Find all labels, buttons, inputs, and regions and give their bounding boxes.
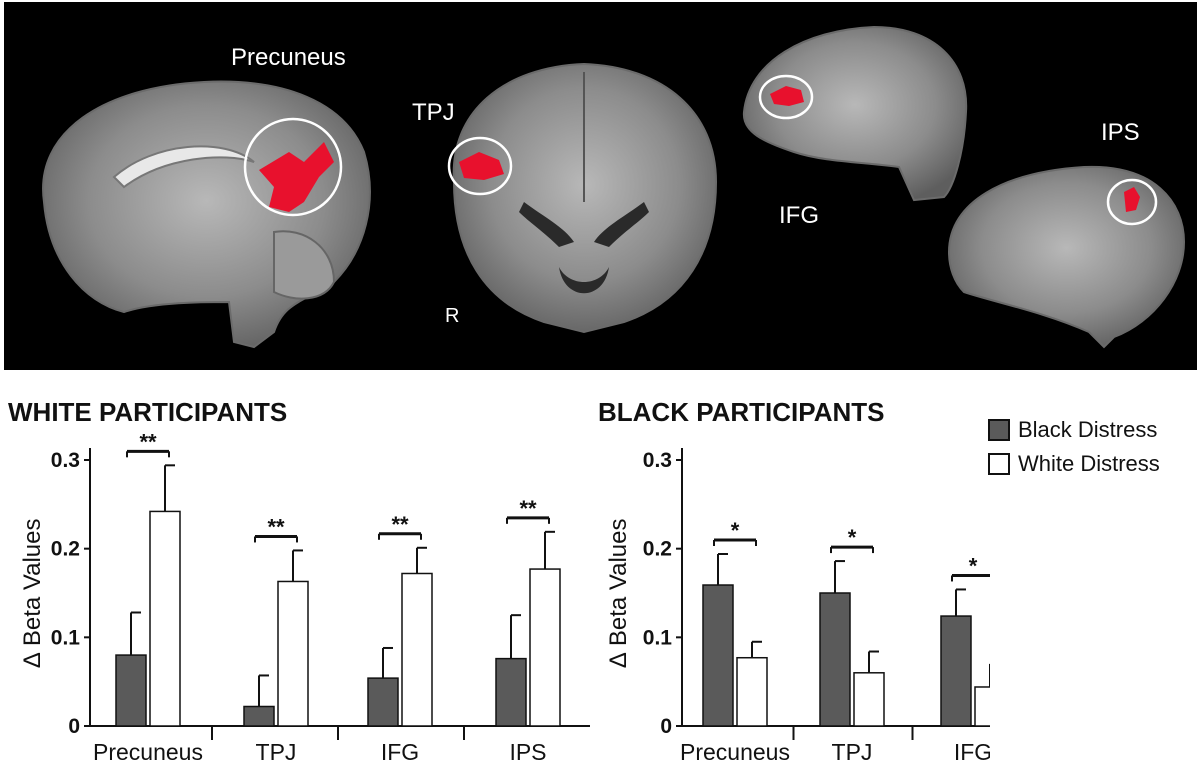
bar-black-distress	[702, 584, 734, 727]
y-tick-label: 0.2	[643, 538, 672, 561]
category-label: IPS	[509, 739, 546, 765]
precuneus-label: Precuneus	[231, 44, 346, 71]
significance-label: **	[391, 512, 409, 537]
category-label: IFG	[381, 739, 419, 765]
bar-black-distress	[495, 657, 527, 727]
coronal-brain-middle	[447, 62, 718, 334]
bar-white-distress	[277, 580, 309, 727]
y-tick-label: 0	[660, 715, 672, 738]
significance-label: *	[969, 553, 978, 578]
legend: Black Distress White Distress	[988, 413, 1193, 481]
significance-label: **	[267, 514, 285, 539]
brain-image-panel: Precuneus TPJ R IFG IPS	[4, 2, 1197, 370]
significance-label: **	[139, 430, 157, 454]
y-tick-label: 0.2	[51, 538, 80, 561]
bar-white-distress	[974, 686, 990, 727]
bar-black-distress	[115, 654, 147, 727]
legend-label-black-distress: Black Distress	[1018, 417, 1158, 442]
significance-label: *	[731, 518, 740, 543]
bar-white-distress	[736, 656, 768, 727]
category-label: TPJ	[832, 739, 873, 765]
ips-label: IPS	[1101, 119, 1140, 146]
legend-label-white-distress: White Distress	[1018, 451, 1160, 476]
y-tick-label: 0.1	[643, 626, 673, 649]
legend-swatch-black-distress	[988, 419, 1010, 441]
category-label: TPJ	[256, 739, 297, 765]
bar-white-distress	[529, 568, 561, 727]
legend-item-black-distress: Black Distress	[988, 413, 1193, 447]
y-tick-label: 0.1	[51, 626, 81, 649]
y-axis-label: ∆ Beta Values	[605, 519, 632, 668]
bar-black-distress	[243, 705, 275, 727]
y-tick-label: 0.3	[643, 449, 672, 472]
ifg-label: IFG	[779, 202, 819, 229]
tpj-label: TPJ	[412, 99, 455, 126]
white-participants-title: WHITE PARTICIPANTS	[8, 397, 288, 427]
bar-white-distress	[401, 572, 433, 727]
sagittal-brain-left	[42, 80, 371, 349]
white-participants-chart: ∆ Beta Values 0 0.1 0.2 0.3 ** Precuneus ** TPJ *…	[19, 430, 590, 765]
y-axis-label: ∆ Beta Values	[19, 519, 46, 668]
bar-white-distress	[149, 510, 181, 727]
brain-slices-illustration	[42, 25, 1186, 349]
y-tick-label: 0	[68, 715, 80, 738]
lateral-brain-ifg	[742, 25, 968, 202]
black-participants-chart: ∆ Beta Values 0 0.1 0.2 0.3 * Precuneus * TPJ * IF…	[605, 448, 990, 765]
legend-item-white-distress: White Distress	[988, 447, 1193, 481]
sagittal-brain-ips	[947, 165, 1186, 349]
bar-black-distress	[940, 615, 972, 727]
black-participants-title: BLACK PARTICIPANTS	[598, 397, 885, 427]
category-label: IFG	[954, 739, 990, 765]
y-tick-label: 0.3	[51, 449, 80, 472]
significance-label: *	[848, 525, 857, 550]
bar-black-distress	[367, 677, 399, 727]
category-label: Precuneus	[680, 739, 790, 765]
significance-label: **	[519, 496, 537, 521]
bar-black-distress	[819, 592, 851, 727]
legend-swatch-white-distress	[988, 453, 1010, 475]
bar-white-distress	[853, 672, 885, 727]
category-label: Precuneus	[93, 739, 203, 765]
r-label: R	[445, 305, 460, 327]
